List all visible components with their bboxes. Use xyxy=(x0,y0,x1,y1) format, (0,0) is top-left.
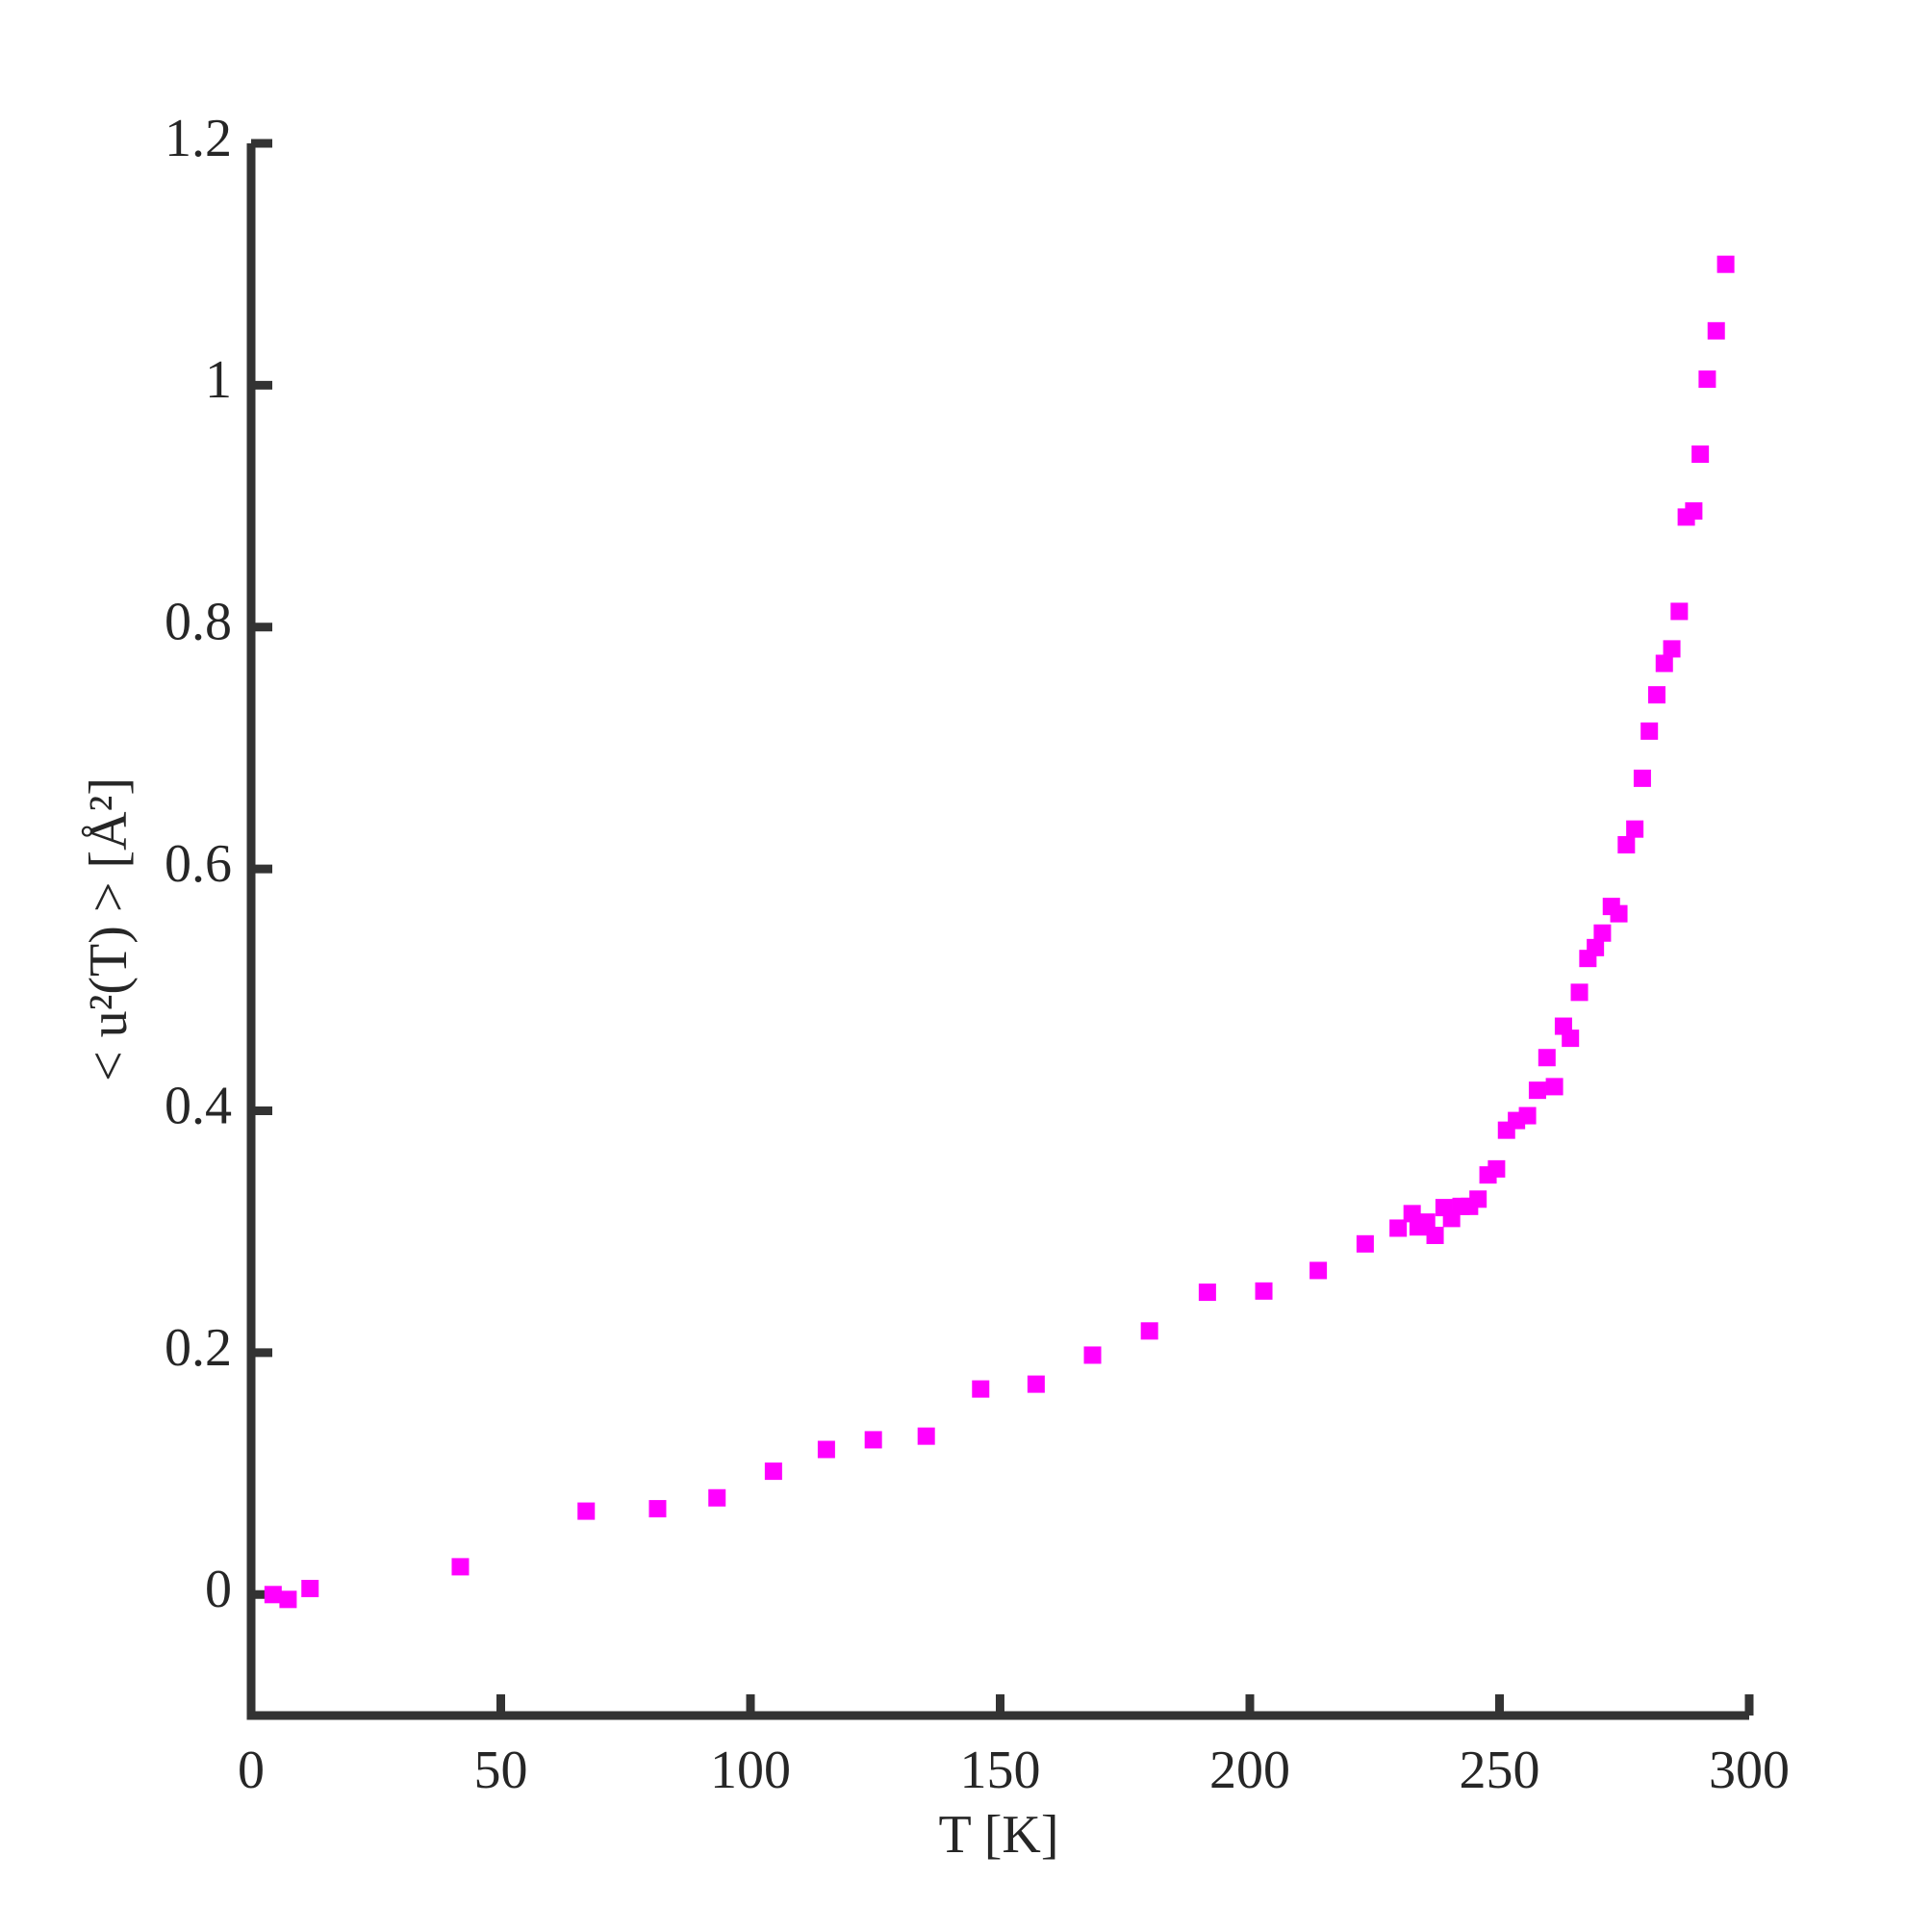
y-tick-label: 0.2 xyxy=(165,1318,232,1378)
point xyxy=(972,1380,990,1398)
x-tick-label: 150 xyxy=(960,1741,1041,1800)
point xyxy=(279,1590,297,1609)
point xyxy=(708,1488,726,1507)
x-axis-label: T [K] xyxy=(939,1805,1059,1865)
x-tick-label: 0 xyxy=(238,1741,265,1800)
y-axis-label: < u²(T) > [Å²] xyxy=(79,777,139,1081)
point xyxy=(1487,1159,1506,1178)
y-tick-label: 0.4 xyxy=(165,1076,232,1135)
point xyxy=(577,1502,596,1520)
point xyxy=(1633,769,1651,787)
point xyxy=(817,1440,835,1459)
x-tick-label: 50 xyxy=(474,1741,528,1800)
point xyxy=(764,1462,782,1481)
point xyxy=(1417,1213,1436,1232)
y-tick-label: 0.6 xyxy=(165,834,232,894)
point xyxy=(1716,255,1735,273)
point xyxy=(1140,1322,1158,1340)
point xyxy=(1617,836,1636,854)
point xyxy=(1469,1190,1487,1208)
point xyxy=(1545,1078,1563,1096)
point xyxy=(451,1558,470,1576)
point xyxy=(1570,983,1589,1002)
point xyxy=(264,1586,282,1604)
point xyxy=(1593,924,1612,942)
point xyxy=(1670,602,1689,621)
point xyxy=(1198,1284,1216,1302)
point xyxy=(917,1427,935,1445)
point xyxy=(1562,1030,1580,1048)
point xyxy=(1528,1081,1546,1100)
point xyxy=(1698,370,1716,389)
x-tick-label: 300 xyxy=(1709,1741,1790,1800)
y-tick-label: 1.2 xyxy=(165,109,232,168)
point xyxy=(1356,1234,1374,1253)
point xyxy=(1647,686,1665,704)
point xyxy=(1685,502,1703,521)
point xyxy=(1389,1219,1408,1237)
y-tick-label: 1 xyxy=(205,350,232,410)
point xyxy=(1309,1261,1328,1280)
point xyxy=(1663,640,1681,658)
point xyxy=(1587,938,1605,956)
point xyxy=(1083,1346,1102,1364)
point xyxy=(301,1580,319,1598)
point xyxy=(1610,904,1628,923)
y-tick-label: 0.8 xyxy=(165,593,232,652)
point xyxy=(1518,1106,1537,1125)
point xyxy=(1707,321,1725,340)
point xyxy=(1538,1049,1556,1067)
x-tick-label: 250 xyxy=(1460,1741,1540,1800)
point xyxy=(1255,1282,1273,1300)
point xyxy=(1691,445,1710,464)
point xyxy=(1640,722,1659,740)
y-tick-label: 0 xyxy=(205,1560,232,1619)
x-tick-label: 100 xyxy=(710,1741,791,1800)
point xyxy=(1403,1205,1421,1223)
point xyxy=(1426,1227,1444,1245)
point xyxy=(864,1431,882,1449)
axes xyxy=(246,143,1749,1720)
point xyxy=(1027,1375,1045,1393)
point xyxy=(1626,820,1644,838)
x-tick-label: 200 xyxy=(1209,1741,1290,1800)
point xyxy=(1655,654,1673,673)
point xyxy=(648,1500,667,1518)
